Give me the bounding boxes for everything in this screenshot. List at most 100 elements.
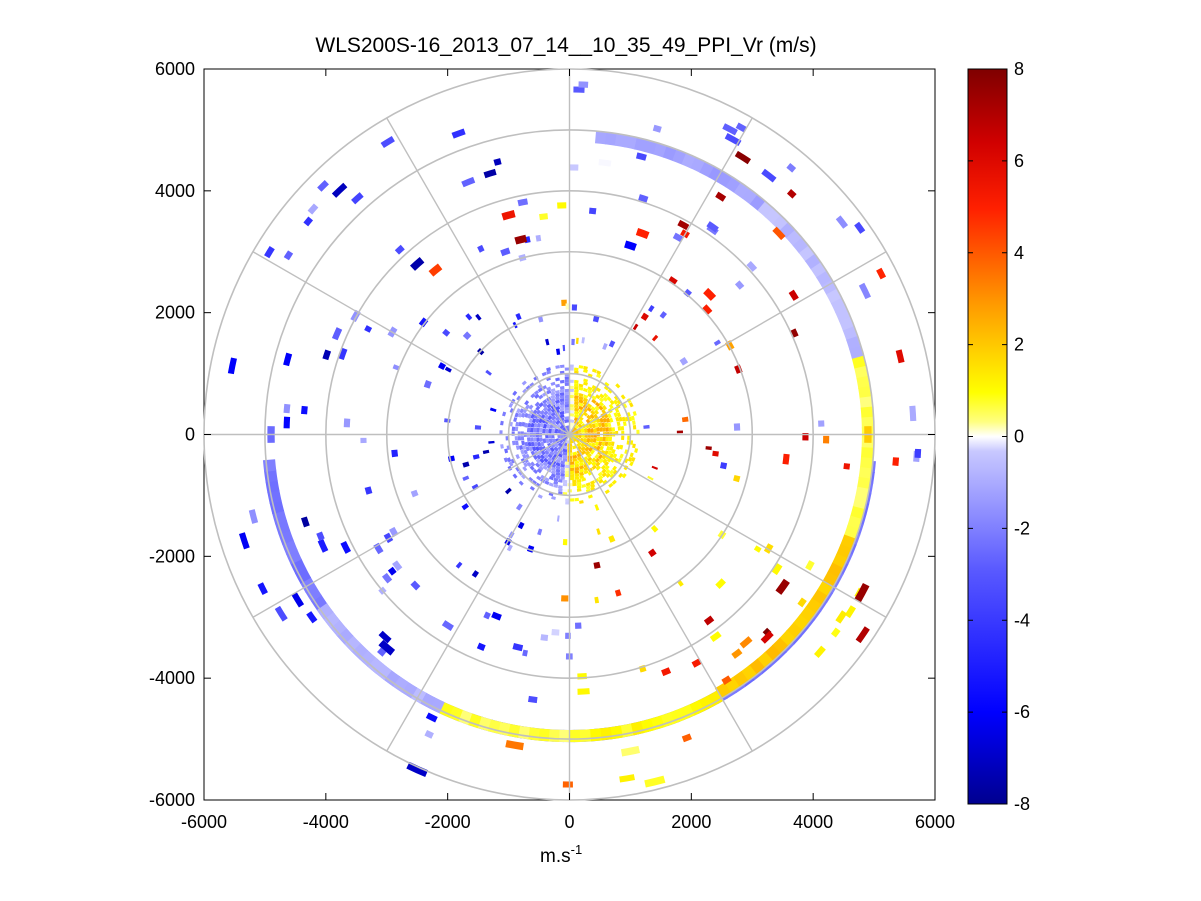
data-cell (578, 458, 584, 464)
data-cell (613, 395, 619, 401)
data-cell (521, 380, 527, 386)
data-cell (599, 436, 603, 442)
data-cell (239, 532, 250, 550)
data-cell (555, 419, 561, 426)
data-cell (734, 280, 745, 290)
data-cell (575, 437, 581, 444)
grid-spoke (568, 117, 753, 435)
data-cell (527, 413, 532, 419)
data-cell (537, 494, 543, 499)
data-cell (391, 449, 399, 458)
ring-cell (846, 335, 862, 351)
data-cell (576, 441, 582, 448)
data-cell (418, 317, 429, 328)
data-cell (593, 428, 597, 433)
data-cell (541, 371, 547, 377)
data-cell (578, 419, 584, 425)
data-cell (524, 441, 529, 447)
data-cell (557, 485, 563, 489)
data-cell (683, 288, 693, 298)
data-cell (596, 373, 602, 379)
data-cell (575, 622, 582, 629)
data-cell (428, 263, 443, 277)
data-cell (574, 469, 580, 474)
data-cell (644, 775, 666, 788)
data-cell (588, 423, 593, 429)
data-cell (536, 437, 540, 442)
data-cell (559, 410, 565, 416)
data-cell (476, 642, 486, 651)
data-cell (591, 368, 597, 373)
data-cell (514, 234, 528, 245)
data-cell (528, 446, 534, 452)
data-cell (555, 377, 560, 382)
data-cell (515, 421, 520, 427)
data-cell (546, 447, 552, 453)
data-cell (555, 471, 561, 476)
data-cell (559, 407, 565, 412)
data-cell (532, 454, 538, 460)
data-cell (587, 460, 593, 466)
ring-cell (578, 729, 591, 742)
x-tick-label: -6000 (181, 812, 227, 832)
data-cell (569, 467, 575, 472)
data-cell (620, 394, 626, 400)
data-cell (620, 426, 625, 431)
data-cell (592, 315, 600, 323)
data-cell (608, 403, 614, 410)
data-cell (522, 445, 527, 451)
data-cell (712, 450, 719, 457)
data-cell (621, 435, 625, 441)
data-cell (574, 463, 580, 468)
data-cell (594, 401, 601, 407)
data-cell (595, 394, 601, 400)
data-cell (608, 427, 613, 432)
data-cell (563, 419, 570, 424)
data-cell (611, 427, 616, 432)
data-cell (569, 461, 575, 465)
data-cell (451, 128, 466, 139)
x-tick-label: 0 (564, 812, 574, 832)
data-cell (554, 393, 560, 398)
data-cell (605, 417, 611, 423)
data-cell (562, 482, 568, 487)
data-cell (301, 405, 308, 415)
x-axis-label: m.s-1 (540, 842, 582, 867)
data-cell (593, 413, 599, 419)
data-cell (540, 441, 545, 447)
data-cell (703, 287, 717, 301)
ring-cell (849, 345, 864, 360)
data-cell (601, 404, 608, 411)
data-cell (596, 436, 600, 442)
data-cell (544, 480, 550, 486)
data-cell (528, 418, 533, 424)
data-cell (572, 479, 577, 484)
ring-cell (336, 627, 354, 645)
data-cell (582, 397, 589, 403)
data-cell (545, 438, 550, 444)
data-cell (578, 396, 584, 401)
data-cell (553, 477, 559, 482)
data-cell (564, 379, 570, 383)
data-cell (604, 381, 610, 387)
data-cell (572, 482, 577, 487)
data-cell (569, 413, 575, 417)
data-cell (763, 543, 774, 554)
data-cell (605, 469, 611, 475)
data-cell (539, 213, 549, 221)
data-cell (599, 445, 604, 451)
data-cell (569, 400, 574, 405)
data-cell (715, 191, 727, 202)
data-cell (489, 407, 497, 413)
plot-area (203, 68, 936, 801)
data-cell (546, 370, 552, 375)
data-cell (610, 441, 615, 447)
data-cell (559, 413, 565, 419)
data-cell (515, 313, 522, 321)
data-cell (590, 480, 596, 485)
data-cell (661, 667, 672, 677)
data-cell (560, 476, 565, 480)
data-cell (531, 479, 537, 485)
data-cell (822, 435, 830, 444)
